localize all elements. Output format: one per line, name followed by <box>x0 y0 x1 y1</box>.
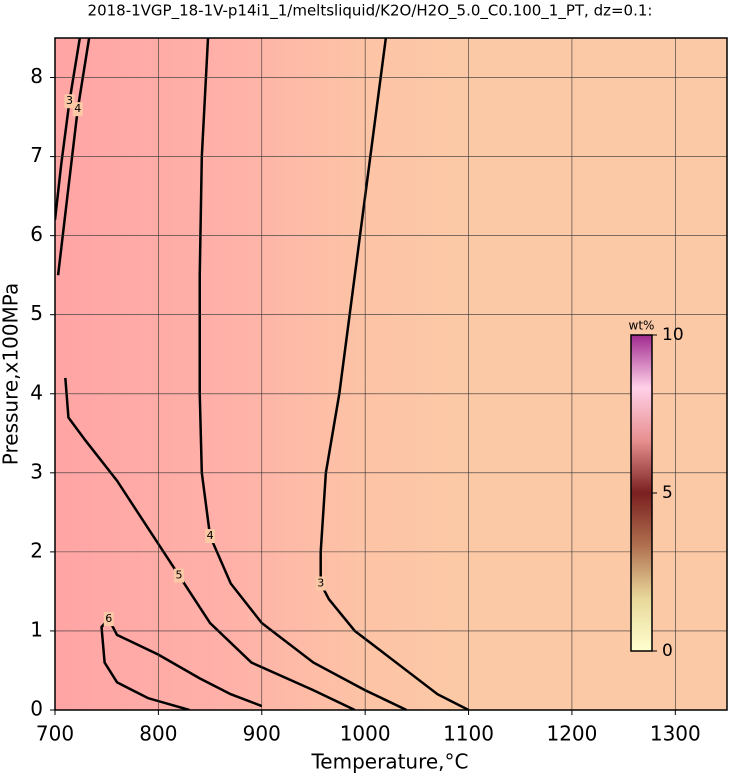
colorbar-tick-label: 5 <box>662 483 673 503</box>
plot-frame <box>54 37 728 711</box>
x-tick-label: 1100 <box>443 722 494 746</box>
y-tick-label: 4 <box>30 380 43 404</box>
chart-title: 2018-1VGP_18-1V-p14i1_1/meltsliquid/K2O/… <box>88 2 653 21</box>
contour-label: 5 <box>176 569 183 582</box>
x-tick-label: 1300 <box>650 722 701 746</box>
colorbar-tick-label: 10 <box>662 325 684 345</box>
plot-background <box>55 38 727 710</box>
contour-line <box>319 38 470 710</box>
contour-label-bg <box>72 102 83 117</box>
y-tick-label: 2 <box>30 538 43 562</box>
contour-label: 3 <box>66 94 73 107</box>
contour-label: 3 <box>317 577 324 590</box>
contour-label: 4 <box>74 102 81 115</box>
y-tick-label: 5 <box>30 301 43 325</box>
y-axis-label: Pressure,x100MPa <box>0 283 23 465</box>
contour-label: 6 <box>105 612 112 625</box>
x-axis-label: Temperature,°C <box>310 750 468 774</box>
contour-line <box>55 38 82 220</box>
y-tick-label: 8 <box>30 64 43 88</box>
contour-label: 4 <box>207 529 214 542</box>
y-tick-label: 7 <box>30 143 43 167</box>
y-tick-label: 1 <box>30 617 43 641</box>
x-tick-label: 900 <box>243 722 281 746</box>
contour-label-bg <box>174 568 185 583</box>
contour-label-bg <box>205 529 216 544</box>
y-tick-label: 6 <box>30 222 43 246</box>
y-tick-label: 0 <box>30 697 43 721</box>
contour-label-bg <box>103 612 114 627</box>
x-tick-label: 1200 <box>546 722 597 746</box>
x-tick-label: 700 <box>36 722 74 746</box>
x-tick-label: 800 <box>139 722 177 746</box>
contour-label-bg <box>315 576 326 591</box>
colorbar-label: wt% <box>629 319 655 333</box>
x-tick-label: 1000 <box>340 722 391 746</box>
y-tick-label: 3 <box>30 459 43 483</box>
colorbar-tick-label: 0 <box>662 641 673 661</box>
colorbar <box>630 334 653 652</box>
contour-label-bg <box>64 94 75 109</box>
